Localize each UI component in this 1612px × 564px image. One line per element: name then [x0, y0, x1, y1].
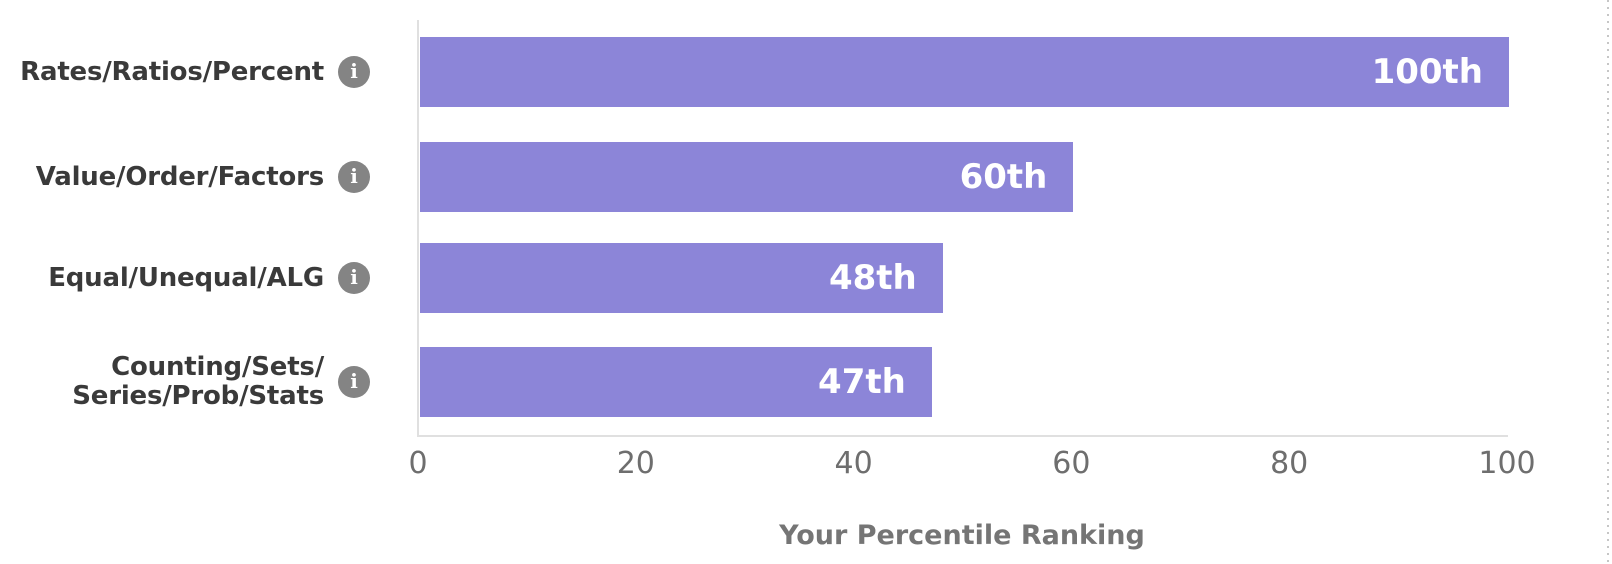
- bar-value-label: 100th: [1371, 52, 1483, 92]
- category-label-line: Counting/Sets/: [111, 352, 324, 382]
- category-label-line: Value/Order/Factors: [35, 161, 324, 192]
- chart-row: Equal/Unequal/ALG i 48th: [0, 243, 1612, 313]
- category-label: Rates/Ratios/Percent: [20, 56, 324, 87]
- info-circle-icon[interactable]: i: [338, 56, 370, 88]
- chart-row: Counting/Sets/ Series/Prob/Stats i 47th: [0, 347, 1612, 417]
- category-label-group: Rates/Ratios/Percent i: [0, 37, 418, 107]
- bar-area: 47th: [418, 347, 1507, 417]
- category-label: Equal/Unequal/ALG: [48, 262, 324, 293]
- chart-row: Rates/Ratios/Percent i 100th: [0, 37, 1612, 107]
- info-glyph: i: [350, 164, 358, 188]
- percentile-bar: 47th: [420, 347, 932, 417]
- info-circle-icon[interactable]: i: [338, 262, 370, 294]
- x-tick-label: 60: [1052, 446, 1091, 481]
- bar-area: 48th: [418, 243, 1507, 313]
- x-axis-ticks: 0 20 40 60 80 100: [408, 446, 1535, 482]
- category-label: Value/Order/Factors: [35, 161, 324, 192]
- x-tick-label: 20: [616, 446, 655, 481]
- info-glyph: i: [350, 369, 358, 393]
- category-label-group: Value/Order/Factors i: [0, 142, 418, 212]
- bar-area: 100th: [418, 37, 1509, 107]
- category-label-line: Equal/Unequal/ALG: [48, 262, 324, 293]
- percentile-bar: 100th: [420, 37, 1509, 107]
- info-circle-icon[interactable]: i: [338, 366, 370, 398]
- x-tick-label: 80: [1270, 446, 1309, 481]
- x-tick-label: 40: [834, 446, 873, 481]
- category-label-line: Series/Prob/Stats: [72, 381, 324, 411]
- x-tick-label: 0: [408, 446, 428, 481]
- category-label-group: Counting/Sets/ Series/Prob/Stats i: [0, 347, 418, 417]
- bar-value-label: 47th: [818, 362, 906, 402]
- x-axis-line: [417, 435, 1508, 437]
- info-glyph: i: [350, 59, 358, 83]
- chart-row: Value/Order/Factors i 60th: [0, 142, 1612, 212]
- category-label: Counting/Sets/ Series/Prob/Stats: [72, 353, 324, 411]
- percentile-bar: 48th: [420, 243, 943, 313]
- x-tick-label: 100: [1478, 446, 1536, 481]
- category-label-line: Rates/Ratios/Percent: [20, 56, 324, 87]
- dotted-card-border: [1607, 0, 1609, 564]
- bar-area: 60th: [418, 142, 1507, 212]
- x-axis-title: Your Percentile Ranking: [779, 520, 1145, 551]
- category-label-group: Equal/Unequal/ALG i: [0, 243, 418, 313]
- percentile-bar: 60th: [420, 142, 1074, 212]
- y-axis-line: [417, 20, 419, 437]
- bar-value-label: 60th: [959, 157, 1048, 197]
- bar-value-label: 48th: [828, 258, 917, 298]
- info-circle-icon[interactable]: i: [338, 161, 370, 193]
- info-glyph: i: [350, 265, 358, 289]
